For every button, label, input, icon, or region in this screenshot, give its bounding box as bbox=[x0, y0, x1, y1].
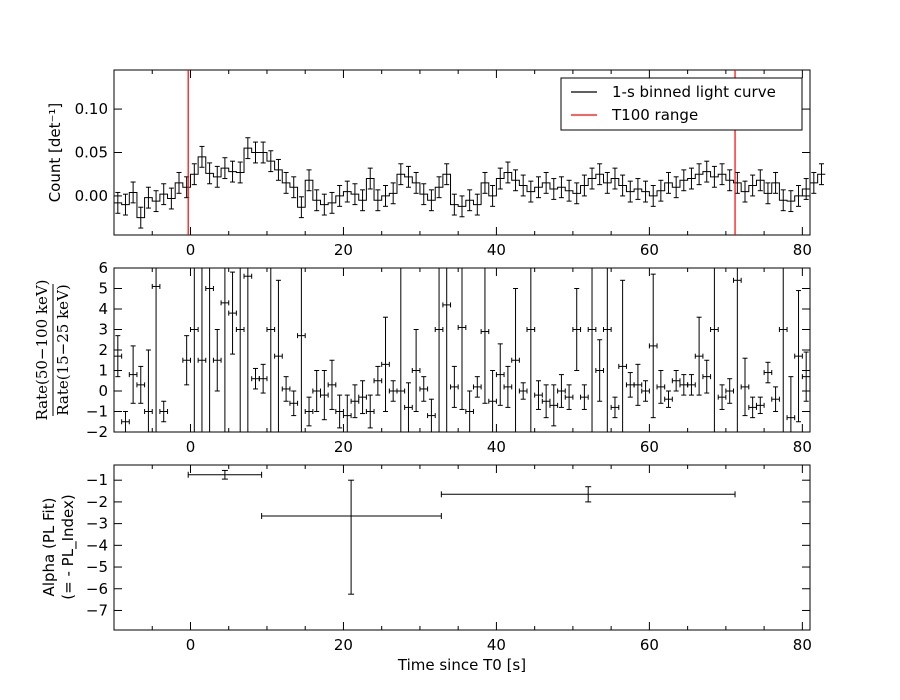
y-tick-label-1-4: 2 bbox=[98, 341, 108, 359]
alpha-points bbox=[187, 469, 736, 595]
x-tick-label-2-60: 60 bbox=[640, 636, 659, 654]
count-panel: 0 20 40 60 80 0.00 0.05 0.10 Count [det⁻¹] 1-s … bbox=[46, 69, 826, 259]
x-tick-label-1-0: 0 bbox=[186, 438, 196, 456]
x-tick-label-0-60: 60 bbox=[640, 241, 659, 259]
x-tick-label-1-80: 80 bbox=[793, 438, 812, 456]
ratio-ylabel-denominator: Rate(15−25 keV) bbox=[54, 284, 72, 416]
alpha-panel-ticks: 0 20 40 60 80 −1 −2 −3 −4 −5 −6 −7 bbox=[86, 465, 812, 654]
ratio-points bbox=[113, 268, 811, 432]
y-tick-label-2-1: −2 bbox=[86, 493, 108, 511]
x-tick-label-2-0: 0 bbox=[186, 636, 196, 654]
y-tick-label-1-3: 1 bbox=[98, 362, 108, 380]
y-tick-label-1-8: 6 bbox=[98, 259, 108, 277]
ratio-ylabel-numerator: Rate(50−100 keV) bbox=[33, 279, 51, 420]
x-tick-label-0-40: 40 bbox=[487, 241, 506, 259]
x-tick-label-0-20: 20 bbox=[334, 241, 353, 259]
y-tick-label-2-5: −6 bbox=[86, 580, 108, 598]
y-tick-label-0-2: 0.10 bbox=[75, 100, 108, 118]
count-ylabel: Count [det⁻¹] bbox=[46, 103, 64, 203]
x-tick-label-1-20: 20 bbox=[334, 438, 353, 456]
alpha-ylabel-2: (= - PL_Index) bbox=[59, 494, 78, 599]
y-tick-label-2-0: −1 bbox=[86, 471, 108, 489]
y-tick-label-0-0: 0.00 bbox=[75, 187, 108, 205]
alpha-panel: 0 20 40 60 80 −1 −2 −3 −4 −5 −6 −7 Alpha (PL Fit) (… bbox=[40, 464, 812, 674]
light-curve-steps bbox=[114, 147, 826, 219]
ratio-ylabel: Rate(50−100 keV) Rate(15−25 keV) bbox=[33, 279, 72, 420]
y-tick-label-2-4: −5 bbox=[86, 558, 108, 576]
ratio-panel-ticks: 0 20 40 60 80 −2 −1 0 1 2 3 4 5 6 bbox=[86, 259, 812, 456]
x-tick-label-0-0: 0 bbox=[186, 241, 196, 259]
legend-label-light-curve: 1-s binned light curve bbox=[612, 83, 776, 101]
alpha-panel-frame bbox=[113, 464, 811, 631]
legend: 1-s binned light curve T100 range bbox=[560, 77, 803, 131]
x-tick-label-2-20: 20 bbox=[334, 636, 353, 654]
y-tick-label-1-7: 5 bbox=[98, 280, 108, 298]
y-tick-label-1-2: 0 bbox=[98, 382, 108, 400]
x-tick-label-2-40: 40 bbox=[487, 636, 506, 654]
x-tick-label-1-40: 40 bbox=[487, 438, 506, 456]
legend-label-t100: T100 range bbox=[611, 106, 698, 124]
x-axis-title: Time since T0 [s] bbox=[397, 656, 526, 674]
y-tick-label-2-2: −3 bbox=[86, 515, 108, 533]
x-tick-label-1-60: 60 bbox=[640, 438, 659, 456]
light-curve-series bbox=[114, 137, 826, 229]
y-tick-label-2-3: −4 bbox=[86, 536, 108, 554]
y-tick-label-0-1: 0.05 bbox=[75, 144, 108, 162]
x-tick-label-2-80: 80 bbox=[793, 636, 812, 654]
legend-box bbox=[560, 77, 803, 131]
ratio-panel: 0 20 40 60 80 −2 −1 0 1 2 3 4 5 6 Rate(50−100 keV) Ra… bbox=[33, 259, 812, 456]
y-tick-label-1-1: −1 bbox=[86, 403, 108, 421]
y-tick-label-1-6: 4 bbox=[98, 300, 108, 318]
y-tick-label-1-0: −2 bbox=[86, 423, 108, 441]
y-tick-label-1-5: 3 bbox=[98, 321, 108, 339]
count-panel-ticks: 0 20 40 60 80 0.00 0.05 0.10 bbox=[75, 70, 812, 259]
x-tick-label-0-80: 80 bbox=[793, 241, 812, 259]
alpha-ylabel: Alpha (PL Fit) bbox=[40, 498, 58, 597]
y-tick-label-2-6: −7 bbox=[86, 601, 108, 619]
